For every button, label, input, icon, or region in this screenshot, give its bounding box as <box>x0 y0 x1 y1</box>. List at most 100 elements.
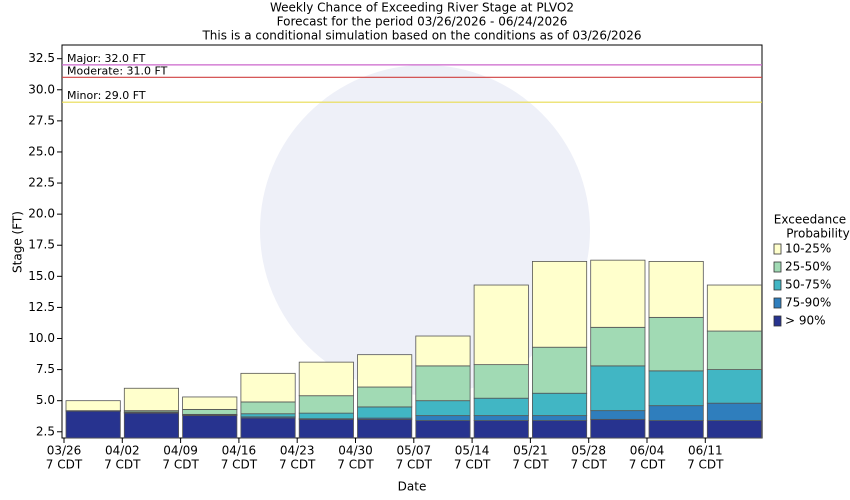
bar-segment <box>473 284 529 366</box>
bar-segment <box>415 365 471 402</box>
legend-title: Probability <box>786 227 849 241</box>
bar-segment <box>415 420 471 439</box>
bar-segment <box>298 412 354 420</box>
bar-segment <box>240 417 296 439</box>
y-tick-label: 20.0 <box>28 207 55 221</box>
bar-segment <box>648 405 704 421</box>
bar-segment <box>415 335 471 367</box>
x-tick-label: 04/23 <box>280 444 315 458</box>
bar-segment <box>590 418 646 439</box>
y-axis-label: Stage (FT) <box>11 211 25 273</box>
bar-segment <box>357 386 413 408</box>
bar-segment <box>590 365 646 412</box>
flood-stage-label: Moderate: 31.0 FT <box>67 64 168 77</box>
legend-swatch <box>773 261 782 273</box>
bar-segment <box>123 412 180 439</box>
bar-segment <box>590 326 646 367</box>
legend-swatch <box>773 297 782 309</box>
x-tick-label: 04/09 <box>163 444 198 458</box>
y-tick-label: 25.0 <box>28 144 55 158</box>
bar-segment <box>532 420 588 439</box>
bar-segment <box>532 415 588 421</box>
y-tick-label: 15.0 <box>28 269 55 283</box>
bar-segment <box>240 413 296 418</box>
y-tick-label: 32.5 <box>28 51 55 65</box>
y-tick-label: 27.5 <box>28 113 55 127</box>
bar-segment <box>182 408 238 415</box>
bar-segment <box>706 284 762 332</box>
legend-label: > 90% <box>785 314 826 328</box>
bar-segment <box>357 354 413 388</box>
x-tick-sublabel: 7 CDT <box>570 458 607 472</box>
x-tick-sublabel: 7 CDT <box>687 458 724 472</box>
bar-segment <box>706 330 762 370</box>
x-tick-label: 05/07 <box>397 444 432 458</box>
bar-segment <box>65 410 121 439</box>
flood-stage-label: Minor: 29.0 FT <box>67 89 146 102</box>
x-tick-sublabel: 7 CDT <box>629 458 666 472</box>
x-axis-label: Date <box>398 480 427 494</box>
bar-segment <box>648 260 704 318</box>
legend-title: Exceedance <box>774 213 846 227</box>
bar-segment <box>65 400 121 412</box>
bar-segment <box>532 260 588 348</box>
bar-segment <box>706 402 762 421</box>
bar-segment <box>532 346 588 394</box>
x-tick-sublabel: 7 CDT <box>337 458 374 472</box>
bar-segment <box>590 259 646 328</box>
legend-swatch <box>773 315 782 327</box>
bar-segment <box>415 400 471 417</box>
x-tick-label: 04/30 <box>338 444 373 458</box>
y-tick-label: 12.5 <box>28 300 55 314</box>
y-tick-label: 17.5 <box>28 238 55 252</box>
x-tick-label: 04/16 <box>222 444 257 458</box>
bar-segment <box>532 392 588 417</box>
bar-segment <box>298 418 354 439</box>
x-tick-label: 05/21 <box>513 444 548 458</box>
legend-label: 50-75% <box>785 278 831 292</box>
bar-segment <box>648 420 704 439</box>
y-tick-label: 22.5 <box>28 176 55 190</box>
x-tick-sublabel: 7 CDT <box>46 458 83 472</box>
y-tick-label: 7.5 <box>36 362 55 376</box>
x-tick-label: 06/11 <box>688 444 723 458</box>
bar-segment <box>415 415 471 421</box>
x-tick-label: 04/02 <box>105 444 140 458</box>
bar-segment <box>357 418 413 439</box>
x-tick-sublabel: 7 CDT <box>104 458 141 472</box>
x-tick-label: 05/14 <box>455 444 490 458</box>
bar-segment <box>182 415 238 439</box>
bar-segment <box>706 420 762 439</box>
x-tick-label: 03/26 <box>47 444 82 458</box>
bar-segment <box>473 420 529 439</box>
legend-label: 75-90% <box>785 296 831 310</box>
bar-segment <box>706 369 762 404</box>
y-tick-label: 2.5 <box>36 424 55 438</box>
y-tick-label: 30.0 <box>28 82 55 96</box>
bar-segment <box>298 361 354 397</box>
legend-label: 10-25% <box>785 242 831 256</box>
bar-segment <box>473 415 529 421</box>
x-tick-sublabel: 7 CDT <box>162 458 199 472</box>
bar-segment <box>240 401 296 415</box>
x-tick-sublabel: 7 CDT <box>221 458 258 472</box>
x-tick-sublabel: 7 CDT <box>454 458 491 472</box>
chart-subtitle: This is a conditional simulation based o… <box>201 29 641 43</box>
bar-segment <box>473 397 529 417</box>
legend-swatch <box>773 279 782 291</box>
legend-swatch <box>773 243 782 255</box>
x-tick-label: 06/04 <box>630 444 665 458</box>
y-tick-label: 5.0 <box>36 393 55 407</box>
bar-segment <box>298 395 354 414</box>
x-tick-sublabel: 7 CDT <box>279 458 316 472</box>
legend-label: 25-50% <box>785 260 831 274</box>
bar-segment <box>123 387 180 412</box>
bar-segment <box>648 316 704 372</box>
y-tick-label: 10.0 <box>28 331 55 345</box>
chart-subtitle: Forecast for the period 03/26/2026 - 06/… <box>277 15 568 29</box>
bar-segment <box>357 406 413 419</box>
chart-title: Weekly Chance of Exceeding River Stage a… <box>270 1 574 15</box>
bar-segment <box>590 410 646 420</box>
x-tick-label: 05/28 <box>571 444 606 458</box>
